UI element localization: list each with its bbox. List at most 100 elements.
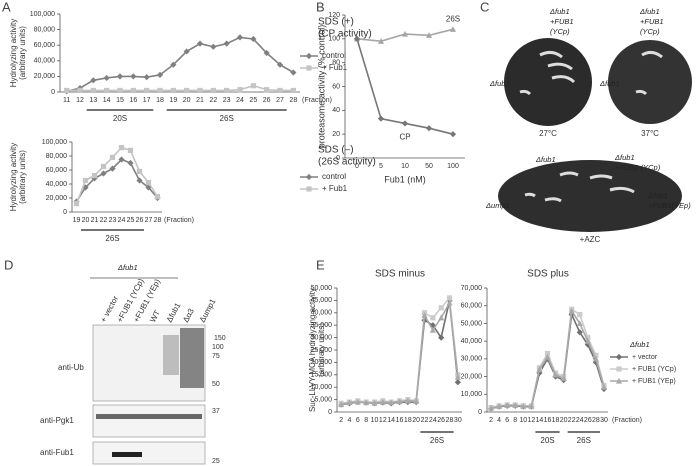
- colony-streak: [519, 50, 576, 96]
- x-tick-label: 12: [379, 417, 387, 424]
- y-axis-label: (arbitrary units): [18, 26, 27, 80]
- marker: [116, 73, 124, 80]
- marker: [306, 186, 312, 192]
- mw-marker: 25: [212, 458, 220, 465]
- x-tick-label: 8: [364, 417, 368, 424]
- x-tick-label: 10: [519, 417, 527, 424]
- marker: [136, 177, 143, 184]
- panel-label: E: [316, 257, 325, 272]
- marker: [454, 379, 461, 386]
- x-tick-label: 5: [379, 163, 383, 170]
- x-tick-label: 0: [355, 163, 359, 170]
- x-tick-label: 27: [276, 97, 284, 104]
- marker: [100, 163, 107, 170]
- strain-label: (YCp): [640, 27, 660, 36]
- series-line: [75, 146, 159, 204]
- series-label: CP: [399, 133, 410, 142]
- y-tick-label: 35,000: [311, 322, 333, 329]
- series-line: [341, 295, 459, 405]
- chart-title: SDS (+): [318, 17, 354, 28]
- x-tick-label: 26: [437, 417, 445, 424]
- x-tick-label: 2: [339, 417, 343, 424]
- marker: [592, 355, 599, 362]
- blot-smear: [180, 328, 204, 388]
- marker: [378, 38, 384, 44]
- marker: [401, 120, 409, 127]
- marker: [536, 366, 543, 373]
- y-tick-label: 120: [328, 12, 340, 19]
- x-tick-label: 16: [544, 417, 552, 424]
- x-tick-label: 6: [505, 417, 509, 424]
- legend-label: + Fub1: [322, 184, 348, 193]
- y-tick-label: 5,000: [314, 396, 332, 403]
- strain-label: Δfub1: [647, 191, 668, 200]
- row-label: anti-Ub: [58, 363, 84, 372]
- marker: [73, 201, 80, 207]
- marker: [145, 180, 152, 186]
- mw-marker: 37: [212, 408, 220, 415]
- x-tick-label: 100: [447, 163, 459, 170]
- marker: [263, 49, 270, 57]
- marker: [157, 87, 163, 94]
- x-tick-label: 30: [454, 417, 462, 424]
- marker: [402, 30, 408, 37]
- y-axis-label: Hydrolyzing activity: [9, 143, 18, 211]
- marker: [127, 159, 134, 167]
- mw-marker: 150: [214, 335, 226, 342]
- marker: [136, 168, 143, 174]
- marker: [544, 353, 551, 360]
- y-tick-label: 40,000: [311, 310, 333, 317]
- marker: [223, 40, 230, 47]
- x-tick-label: 21: [196, 97, 204, 104]
- x-tick-label: 27: [145, 217, 153, 224]
- marker: [210, 43, 217, 50]
- series-line: [66, 84, 294, 92]
- marker: [250, 35, 257, 43]
- strain-label: +FUB1 (YCp): [615, 163, 661, 172]
- marker: [90, 87, 96, 94]
- panel-label: D: [4, 257, 13, 272]
- mw-marker: 50: [212, 381, 220, 388]
- x-tick-label: 22: [209, 97, 217, 104]
- marker: [446, 299, 453, 306]
- x-tick-label: 26: [263, 97, 271, 104]
- strain-label: Δfub1: [489, 79, 510, 88]
- row-label: anti-Fub1: [40, 448, 74, 457]
- strain-label: (YCp): [550, 27, 570, 36]
- marker: [353, 35, 361, 42]
- x-tick-label: 14: [387, 417, 395, 424]
- marker: [512, 402, 519, 408]
- y-tick-label: 0: [328, 409, 332, 416]
- bracket-label: 26S: [105, 234, 119, 243]
- marker: [450, 26, 456, 32]
- condition-label: 27°C: [539, 129, 557, 138]
- marker: [425, 125, 433, 132]
- strain-label: Δfub1: [549, 7, 570, 16]
- lane-label: Δα3: [181, 306, 196, 323]
- x-tick-label: 13: [89, 97, 97, 104]
- marker: [154, 194, 161, 200]
- y-tick-label: 0: [336, 155, 340, 162]
- y-tick-label: 45,000: [311, 297, 333, 304]
- blot: [92, 441, 206, 465]
- marker: [224, 87, 230, 94]
- chart-title: SDS (–): [318, 145, 354, 156]
- legend-title: Δfub1: [629, 340, 650, 349]
- marker: [454, 374, 461, 380]
- legend-label: control: [322, 51, 346, 60]
- bracket-label: 26S: [220, 114, 234, 123]
- x-tick-label: 26: [136, 217, 144, 224]
- marker: [577, 311, 583, 318]
- mw-marker: 100: [212, 344, 224, 351]
- marker: [379, 398, 386, 405]
- marker: [544, 350, 551, 357]
- colony-streak: [635, 50, 663, 96]
- marker: [130, 73, 137, 80]
- x-tick-label: 2: [489, 417, 493, 424]
- series-line: [75, 158, 159, 202]
- marker: [576, 320, 583, 327]
- marker: [430, 315, 436, 321]
- marker: [504, 402, 511, 408]
- lane-label: Δump1: [198, 297, 218, 324]
- y-tick-label: 20,000: [311, 359, 333, 366]
